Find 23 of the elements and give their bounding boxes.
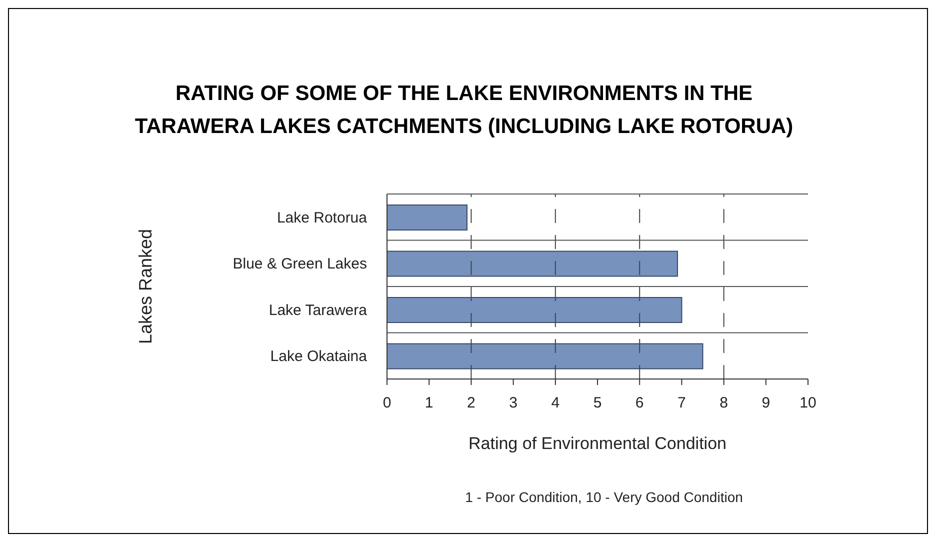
x-axis-title: Rating of Environmental Condition xyxy=(468,434,726,454)
x-tick-label: 8 xyxy=(720,394,728,412)
bar xyxy=(387,204,468,230)
y-tick-label: Lake Okataina xyxy=(270,348,368,366)
x-tick-label: 10 xyxy=(800,394,816,412)
x-tick-label: 7 xyxy=(678,394,686,412)
chart-title: RATING OF SOME OF THE LAKE ENVIRONMENTS IN THE TARAWERA LAKES CATCHMENTS (INCLUDING LAKE ROTORUA) xyxy=(134,81,794,140)
x-tick-label: 5 xyxy=(593,394,602,412)
x-tick-label: 2 xyxy=(467,394,476,412)
y-tick-label: Blue & Green Lakes xyxy=(232,256,367,273)
x-tick-label: 0 xyxy=(382,394,392,412)
x-tick-label: 4 xyxy=(551,394,560,412)
x-tick-label: 1 xyxy=(424,394,434,412)
y-axis-title: Lakes Ranked xyxy=(135,228,156,344)
text: 1 - Poor Condition, 10 - Very Good Condition xyxy=(464,489,744,505)
x-tick-label: 9 xyxy=(762,394,770,412)
y-tick-label: Lake Rotorua xyxy=(276,209,368,226)
x-tick-label: 3 xyxy=(509,394,518,412)
x-tick-label: 6 xyxy=(635,394,644,412)
bar xyxy=(387,343,704,370)
y-tick-label: Lake Tarawera xyxy=(268,302,368,319)
bar xyxy=(387,250,678,277)
bar xyxy=(387,297,682,323)
